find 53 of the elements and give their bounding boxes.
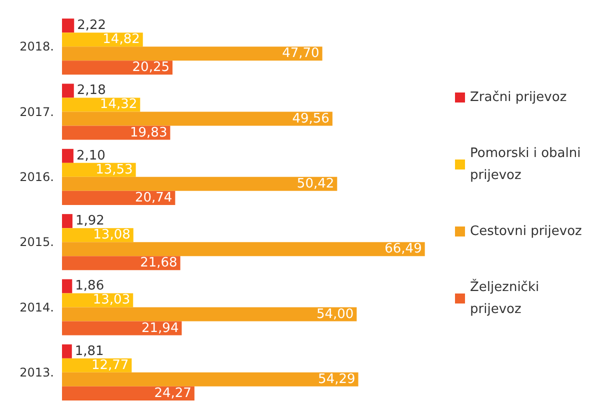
data-label: 13,03 [92, 292, 130, 308]
y-tick-label: 2018. [20, 40, 54, 54]
bar [62, 307, 357, 322]
data-label: 47,70 [282, 46, 320, 62]
bar [62, 256, 180, 270]
bar [62, 46, 322, 61]
data-label: 66,49 [384, 242, 422, 257]
data-label: 20,25 [132, 60, 170, 76]
y-tick-label: 2016. [20, 170, 54, 184]
bar [62, 112, 332, 126]
bar [62, 242, 425, 256]
bar [62, 126, 170, 140]
y-tick-label: 2015. [20, 235, 54, 250]
bar [62, 344, 72, 358]
data-label: 1,81 [74, 344, 104, 359]
data-label: 14,32 [100, 97, 138, 112]
y-tick-label: 2013. [20, 365, 54, 380]
legend-label: Cestovni prijevoz [470, 224, 582, 239]
data-label: 21,68 [140, 256, 178, 271]
data-label: 54,00 [316, 306, 354, 322]
bar [62, 214, 72, 228]
data-label: 2,18 [76, 83, 106, 98]
bar [62, 18, 74, 33]
data-label: 13,53 [96, 162, 133, 178]
data-label: 54,29 [318, 372, 356, 387]
bar [62, 148, 74, 163]
data-label: 1,92 [75, 214, 104, 229]
data-label: 12,77 [91, 358, 129, 373]
bar [62, 279, 72, 294]
data-label: 14,82 [102, 32, 140, 48]
data-label: 13,08 [93, 228, 130, 243]
data-label: 21,94 [142, 320, 179, 336]
data-label: 24,27 [154, 386, 192, 401]
data-label: 20,74 [134, 190, 172, 206]
data-label: 50,42 [296, 176, 334, 192]
bar [62, 60, 173, 75]
bar [62, 176, 338, 191]
legend-label: Zračni prijevoz [470, 90, 567, 105]
bar [62, 190, 176, 205]
data-label: 1,86 [75, 278, 104, 294]
bar [62, 98, 140, 112]
bar [62, 321, 182, 336]
y-tick-label: 2014. [20, 300, 54, 314]
legend-label: Pomorski i obalni prijevoz [470, 146, 585, 183]
bar [62, 372, 358, 386]
data-label: 2,10 [76, 148, 106, 164]
bar [62, 386, 194, 400]
legend-label: Željeznički prijevoz [470, 278, 544, 317]
data-label: 49,56 [292, 111, 330, 126]
y-tick-label: 2017. [20, 104, 54, 119]
bar [62, 84, 74, 98]
data-label: 19,83 [130, 125, 168, 140]
data-label: 2,22 [77, 18, 106, 34]
